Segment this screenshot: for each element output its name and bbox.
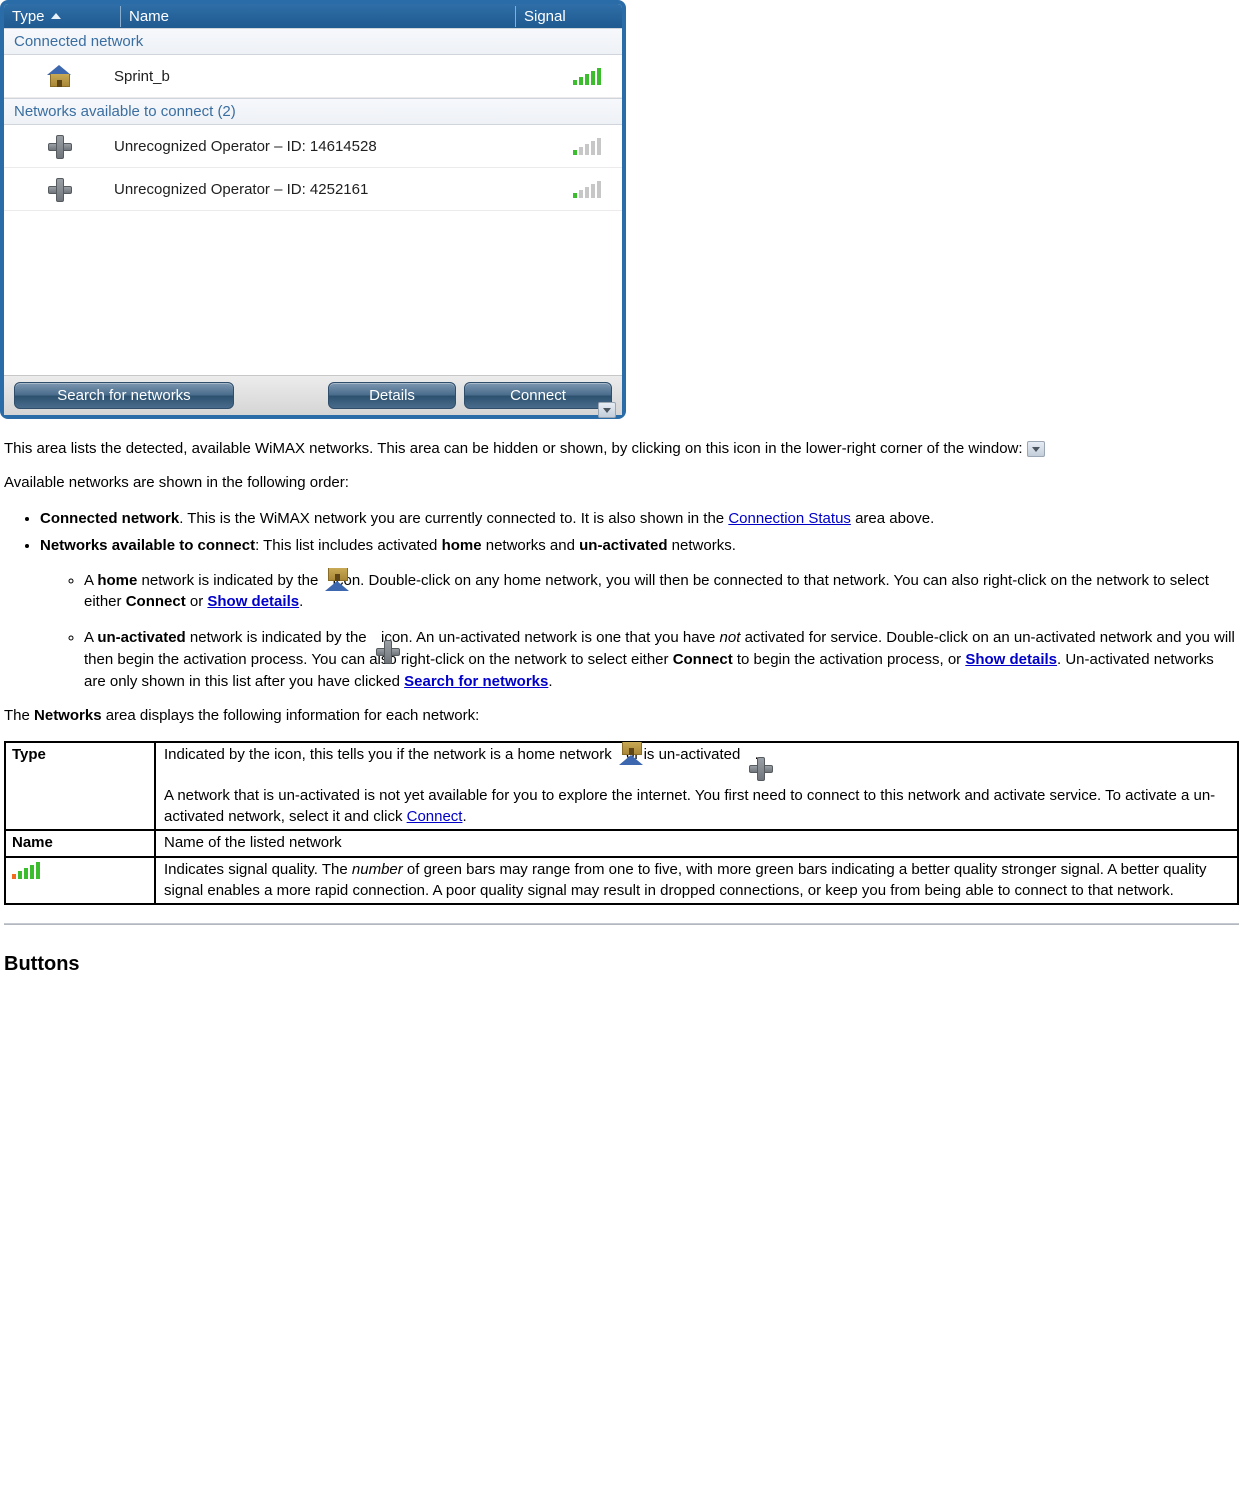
show-details-link[interactable]: Show details	[965, 651, 1057, 668]
column-header-type-label: Type	[12, 8, 45, 25]
section-available-networks: Networks available to connect (2)	[4, 98, 622, 125]
list-item: Networks available to connect: This list…	[40, 535, 1239, 693]
signal-strength-icon	[573, 138, 601, 155]
network-row[interactable]: Sprint_b	[4, 55, 622, 98]
unactivated-network-icon	[46, 133, 72, 159]
sort-ascending-icon	[51, 13, 61, 19]
network-row[interactable]: Unrecognized Operator – ID: 14614528	[4, 125, 622, 168]
table-label	[5, 857, 155, 904]
paragraph: The Networks area displays the following…	[4, 706, 1239, 726]
connection-status-link[interactable]: Connection Status	[728, 510, 851, 527]
signal-strength-icon	[573, 68, 601, 85]
paragraph: This area lists the detected, available …	[4, 439, 1239, 459]
table-label: Name	[5, 830, 155, 857]
table-row: Indicates signal quality. The number of …	[5, 857, 1238, 904]
table-row: Type Indicated by the icon, this tells y…	[5, 742, 1238, 831]
details-button[interactable]: Details	[328, 382, 456, 409]
section-connected-network: Connected network	[4, 28, 622, 55]
table-desc: Name of the listed network	[155, 830, 1238, 857]
signal-strength-icon	[12, 862, 40, 879]
table-label: Type	[5, 742, 155, 831]
toggle-panel-icon[interactable]	[598, 402, 616, 418]
network-row[interactable]: Unrecognized Operator – ID: 4252161	[4, 168, 622, 211]
table-row: Name Name of the listed network	[5, 830, 1238, 857]
connect-button[interactable]: Connect	[464, 382, 612, 409]
unactivated-network-icon	[46, 176, 72, 202]
search-for-networks-button[interactable]: Search for networks	[14, 382, 234, 409]
home-network-icon	[47, 65, 71, 87]
table-desc: Indicated by the icon, this tells you if…	[155, 742, 1238, 831]
show-details-link[interactable]: Show details	[207, 593, 299, 610]
separator	[4, 923, 1239, 925]
column-header-row: Type Name Signal	[4, 4, 622, 28]
connect-link[interactable]: Connect	[407, 808, 463, 825]
paragraph: Available networks are shown in the foll…	[4, 473, 1239, 493]
column-header-signal[interactable]: Signal	[516, 6, 622, 27]
column-header-name[interactable]: Name	[121, 6, 516, 27]
list-item: A home network is indicated by the icon.…	[84, 570, 1239, 614]
buttons-heading: Buttons	[4, 953, 1239, 976]
list-item: Connected network. This is the WiMAX net…	[40, 508, 1239, 529]
table-desc: Indicates signal quality. The number of …	[155, 857, 1238, 904]
network-fields-table: Type Indicated by the icon, this tells y…	[4, 741, 1239, 906]
wimax-network-panel: Type Name Signal Connected network Sprin…	[0, 0, 626, 419]
documentation-body: This area lists the detected, available …	[0, 439, 1243, 976]
toggle-panel-icon	[1027, 441, 1045, 457]
signal-strength-icon	[573, 181, 601, 198]
column-header-type[interactable]: Type	[4, 6, 121, 27]
list-item: A un-activated network is indicated by t…	[84, 627, 1239, 692]
panel-footer: Search for networks Details Connect	[4, 375, 622, 415]
search-for-networks-link[interactable]: Search for networks	[404, 673, 548, 690]
network-name: Sprint_b	[114, 68, 552, 85]
network-name: Unrecognized Operator – ID: 4252161	[114, 181, 552, 198]
empty-list-area	[4, 211, 622, 375]
network-name: Unrecognized Operator – ID: 14614528	[114, 138, 552, 155]
